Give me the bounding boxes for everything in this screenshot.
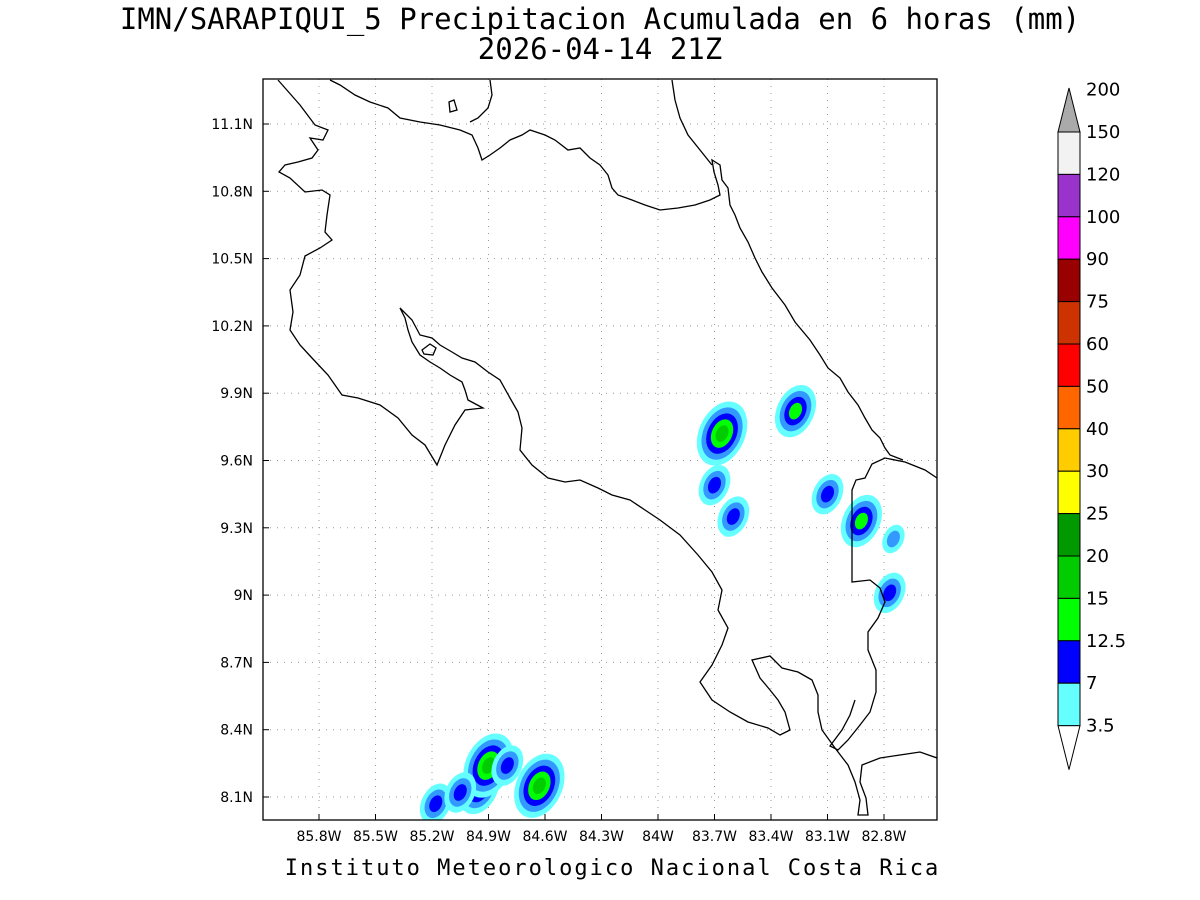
y-tick-label: 8.4N xyxy=(220,723,253,739)
x-tick-label: 83.4W xyxy=(748,829,793,845)
colorbar-swatch xyxy=(1057,301,1081,345)
colorbar-label: 15 xyxy=(1086,588,1109,609)
plot-frame xyxy=(262,78,938,821)
latitude-axis: 11.1N 10.8N 10.5N 10.2N 9.9N 9.6N 9.3N 9N 8.7N 8.… xyxy=(211,117,253,806)
colorbar-swatch xyxy=(1057,513,1081,557)
colorbar-label: 20 xyxy=(1086,546,1109,567)
colorbar-label: 200 xyxy=(1086,80,1120,101)
precipitation-field xyxy=(419,385,906,820)
colorbar-label: 120 xyxy=(1086,164,1120,185)
chart-title: IMN/SARAPIQUI_5 Precipitacion Acumulada … xyxy=(119,2,1081,36)
precip-contour xyxy=(500,757,514,774)
precip-contour xyxy=(453,784,467,801)
y-tick-label: 11.1N xyxy=(211,117,253,133)
x-tick-label: 85.5W xyxy=(353,829,398,845)
colorbar-swatch xyxy=(1057,428,1081,472)
colorbar-label: 150 xyxy=(1086,122,1120,143)
x-tick-label: 84.6W xyxy=(522,829,567,845)
colorbar-legend: 3.5 7 12.5 15 20 25 30 40 50 60 75 90 100 120 150 200 xyxy=(1057,80,1126,770)
colorbar-swatch xyxy=(1057,131,1081,175)
precip-contour xyxy=(854,512,868,530)
y-tick-label: 9N xyxy=(234,588,253,604)
footer-credit: Instituto Meteorologico Nacional Costa R… xyxy=(284,856,941,881)
colorbar-label: 7 xyxy=(1086,673,1097,694)
x-tick-label: 83.7W xyxy=(692,829,737,845)
colorbar-swatch xyxy=(1057,258,1081,303)
colorbar-swatch xyxy=(1057,470,1081,515)
colorbar-label: 40 xyxy=(1086,419,1109,440)
colorbar-swatch xyxy=(1057,173,1081,218)
precip-contour xyxy=(883,584,897,602)
colorbar-swatch xyxy=(1057,597,1081,642)
colorbar-label: 60 xyxy=(1086,334,1109,355)
longitude-axis: 85.8W 85.5W 85.2W 84.9W 84.6W 84.3W 84W 83.7W 83… xyxy=(296,829,906,845)
precip-contour xyxy=(886,530,900,548)
colorbar-min-arrow xyxy=(1057,725,1081,770)
precip-contour xyxy=(532,777,546,795)
x-tick-label: 83.1W xyxy=(805,829,850,845)
colorbar-label: 100 xyxy=(1086,207,1120,228)
y-tick-label: 9.3N xyxy=(220,521,253,537)
x-tick-label: 84.9W xyxy=(466,829,511,845)
colorbar-label: 75 xyxy=(1086,292,1109,313)
map-gridlines xyxy=(263,79,937,820)
precip-contour xyxy=(715,425,729,442)
colorbar-swatch xyxy=(1057,343,1081,387)
colorbar-label: 90 xyxy=(1086,249,1109,270)
precip-contour xyxy=(707,476,722,494)
x-tick-label: 85.8W xyxy=(296,829,341,845)
precip-contour xyxy=(788,402,803,420)
x-tick-label: 82.8W xyxy=(861,829,906,845)
x-tick-label: 84W xyxy=(642,829,674,845)
colorbar-max-arrow xyxy=(1057,87,1081,133)
precip-contour xyxy=(429,795,443,813)
colorbar-label: 3.5 xyxy=(1086,716,1115,737)
y-tick-label: 10.5N xyxy=(211,252,253,268)
x-tick-label: 85.2W xyxy=(409,829,454,845)
colorbar-label: 25 xyxy=(1086,504,1109,525)
coastline xyxy=(277,79,937,816)
colorbar-swatch xyxy=(1057,640,1081,684)
precip-contour xyxy=(726,508,740,525)
colorbar-swatch xyxy=(1057,682,1081,727)
y-tick-label: 8.7N xyxy=(220,655,253,671)
colorbar-label: 12.5 xyxy=(1086,631,1126,652)
y-tick-label: 9.9N xyxy=(220,386,253,402)
precip-contour xyxy=(820,485,835,503)
colorbar-label: 30 xyxy=(1086,461,1109,482)
y-tick-label: 8.1N xyxy=(220,790,253,806)
colorbar-swatch xyxy=(1057,216,1081,260)
colorbar-swatch xyxy=(1057,385,1081,430)
chart-timestamp: 2026-04-14 21Z xyxy=(477,32,723,66)
y-tick-label: 10.8N xyxy=(211,184,253,200)
colorbar-label: 50 xyxy=(1086,376,1109,397)
colorbar-swatch xyxy=(1057,555,1081,599)
x-tick-label: 84.3W xyxy=(579,829,624,845)
y-tick-label: 10.2N xyxy=(211,319,253,335)
y-tick-label: 9.6N xyxy=(220,454,253,470)
